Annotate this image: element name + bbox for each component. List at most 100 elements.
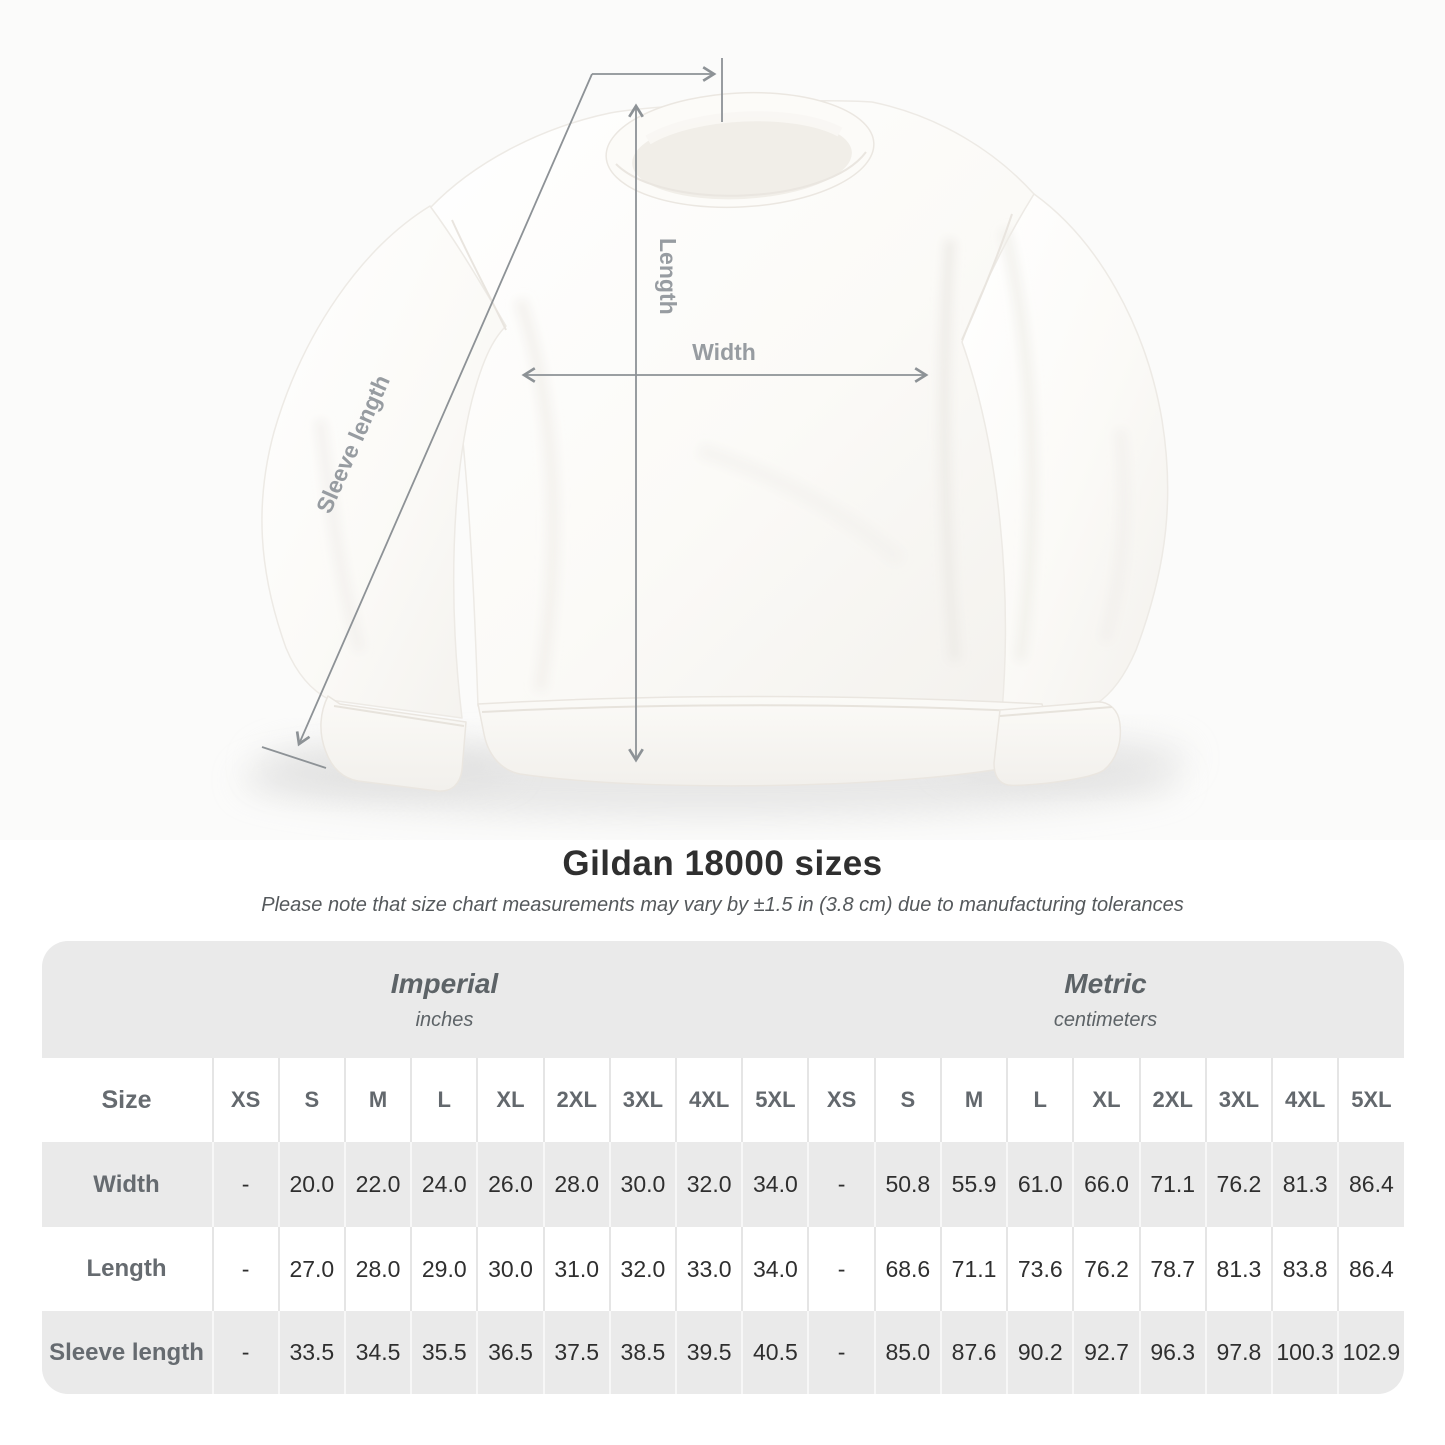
width-metric-m: 55.9 xyxy=(939,1142,1006,1227)
length-metric-m: 71.1 xyxy=(939,1227,1006,1311)
length-imperial-2xl: 31.0 xyxy=(542,1227,609,1311)
tolerance-note: Please note that size chart measurements… xyxy=(261,894,1184,916)
size-col-imperial-l: L xyxy=(410,1058,476,1142)
width-imperial-5xl: 34.0 xyxy=(741,1142,807,1227)
sleeve-arrow-diagonal xyxy=(295,73,593,747)
right-cuff-seam xyxy=(999,706,1113,717)
collar xyxy=(605,91,875,209)
sleeve-imperial-l: 35.5 xyxy=(410,1311,476,1394)
sleeve-metric-4xl: 100.3 xyxy=(1271,1311,1337,1394)
fabric-folds xyxy=(315,228,1129,691)
sleeve-metric-l: 90.2 xyxy=(1006,1311,1072,1394)
sleeve-imperial-m: 34.5 xyxy=(343,1311,410,1394)
width-imperial-m: 22.0 xyxy=(343,1142,410,1227)
sleeve-metric-2xl: 96.3 xyxy=(1138,1311,1205,1394)
row-label-length: Length xyxy=(86,1255,167,1282)
width-imperial-2xl: 28.0 xyxy=(542,1142,609,1227)
width-metric-s: 50.8 xyxy=(873,1142,940,1227)
length-metric-5xl: 86.4 xyxy=(1337,1227,1403,1311)
width-metric-3xl: 76.2 xyxy=(1204,1142,1271,1227)
length-imperial-3xl: 32.0 xyxy=(608,1227,675,1311)
size-col-imperial-s: S xyxy=(277,1058,344,1142)
size-col-metric-l: L xyxy=(1006,1058,1072,1142)
row-label-width: Width xyxy=(93,1170,160,1198)
row-label-sleeve-length: Sleeve length xyxy=(49,1338,204,1366)
sleeve-imperial-xs: - xyxy=(211,1311,278,1394)
sleeve-metric-s: 85.0 xyxy=(873,1311,940,1394)
length-metric-4xl: 83.8 xyxy=(1271,1227,1337,1311)
size-col-imperial-4xl: 4XL xyxy=(675,1058,741,1142)
width-label: Width xyxy=(692,339,756,365)
sleeve-metric-xl: 92.7 xyxy=(1072,1311,1138,1394)
imperial-group-header: Imperial inches xyxy=(42,968,808,1032)
page-title: Gildan 18000 sizes xyxy=(562,844,883,883)
right-cuff xyxy=(993,701,1122,787)
length-metric-l: 73.6 xyxy=(1006,1227,1072,1311)
right-armhole-seam xyxy=(961,213,1013,341)
width-imperial-s: 20.0 xyxy=(277,1142,344,1227)
length-metric-2xl: 78.7 xyxy=(1138,1227,1205,1311)
size-col-metric-2xl: 2XL xyxy=(1138,1058,1205,1142)
width-imperial-3xl: 30.0 xyxy=(608,1142,675,1227)
length-imperial-xl: 30.0 xyxy=(476,1227,542,1311)
sleeve-metric-5xl: 102.9 xyxy=(1337,1311,1403,1394)
length-metric-xs: - xyxy=(807,1227,873,1311)
measurement-overlay xyxy=(261,58,929,769)
width-imperial-4xl: 32.0 xyxy=(675,1142,741,1227)
metric-group-unit: centimeters xyxy=(1053,1008,1158,1031)
sleeve-metric-3xl: 97.8 xyxy=(1204,1311,1271,1394)
size-col-imperial-3xl: 3XL xyxy=(608,1058,675,1142)
length-imperial-l: 29.0 xyxy=(410,1227,476,1311)
width-metric-xs: - xyxy=(807,1142,873,1227)
size-col-metric-4xl: 4XL xyxy=(1271,1058,1337,1142)
width-imperial-l: 24.0 xyxy=(410,1142,476,1227)
imperial-group-name: Imperial xyxy=(390,967,499,999)
left-cuff-seam xyxy=(333,705,465,727)
left-armhole-seam xyxy=(451,219,507,331)
waistband-seam xyxy=(481,704,1041,713)
sleeve-tick-bottom xyxy=(261,746,327,769)
length-imperial-xs: - xyxy=(211,1227,278,1311)
sleeve-imperial-s: 33.5 xyxy=(277,1311,344,1394)
sleeve-imperial-xl: 36.5 xyxy=(476,1311,542,1394)
length-imperial-m: 28.0 xyxy=(343,1227,410,1311)
size-col-metric-xl: XL xyxy=(1072,1058,1138,1142)
length-imperial-5xl: 34.0 xyxy=(741,1227,807,1311)
product-diagram: Width Length Sleeve length xyxy=(240,58,1190,818)
sweatshirt-illustration xyxy=(261,91,1169,792)
sleeve-imperial-5xl: 40.5 xyxy=(741,1311,807,1394)
length-label: Length xyxy=(655,238,681,315)
length-metric-xl: 76.2 xyxy=(1072,1227,1138,1311)
size-header-row: Size XS S M L XL 2XL 3XL 4XL 5XL XS S M … xyxy=(41,1058,1404,1142)
length-metric-3xl: 81.3 xyxy=(1204,1227,1271,1311)
size-col-imperial-m: M xyxy=(343,1058,410,1142)
size-col-metric-3xl: 3XL xyxy=(1204,1058,1271,1142)
sleeve-metric-m: 87.6 xyxy=(939,1311,1006,1394)
size-col-imperial-5xl: 5XL xyxy=(741,1058,807,1142)
size-col-metric-m: M xyxy=(939,1058,1006,1142)
metric-group-header: Metric centimeters xyxy=(808,968,1404,1032)
width-imperial-xl: 26.0 xyxy=(476,1142,542,1227)
width-metric-5xl: 86.4 xyxy=(1337,1142,1403,1227)
sleeve-imperial-2xl: 37.5 xyxy=(542,1311,609,1394)
table-row-length: Length - 27.0 28.0 29.0 30.0 31.0 32.0 3… xyxy=(41,1227,1404,1311)
width-metric-2xl: 71.1 xyxy=(1138,1142,1205,1227)
width-imperial-xs: - xyxy=(211,1142,278,1227)
width-metric-xl: 66.0 xyxy=(1072,1142,1138,1227)
sweatshirt-waistband xyxy=(477,695,1046,787)
length-metric-s: 68.6 xyxy=(873,1227,940,1311)
imperial-group-unit: inches xyxy=(415,1008,474,1031)
size-col-imperial-xl: XL xyxy=(476,1058,542,1142)
metric-group-name: Metric xyxy=(1064,967,1147,999)
width-metric-l: 61.0 xyxy=(1006,1142,1072,1227)
size-col-imperial-xs: XS xyxy=(211,1058,278,1142)
title-block: Gildan 18000 sizes Please note that size… xyxy=(0,844,1445,917)
size-header-label: Size xyxy=(101,1085,152,1114)
table-row-width: Width - 20.0 22.0 24.0 26.0 28.0 30.0 32… xyxy=(41,1142,1404,1227)
size-chart-table: Imperial inches Metric centimeters Size … xyxy=(41,941,1404,1394)
sleeve-imperial-4xl: 39.5 xyxy=(675,1311,741,1394)
unit-group-header: Imperial inches Metric centimeters xyxy=(41,941,1404,1058)
length-imperial-4xl: 33.0 xyxy=(675,1227,741,1311)
sleeve-metric-xs: - xyxy=(807,1311,873,1394)
table-row-sleeve-length: Sleeve length - 33.5 34.5 35.5 36.5 37.5… xyxy=(41,1311,1404,1394)
